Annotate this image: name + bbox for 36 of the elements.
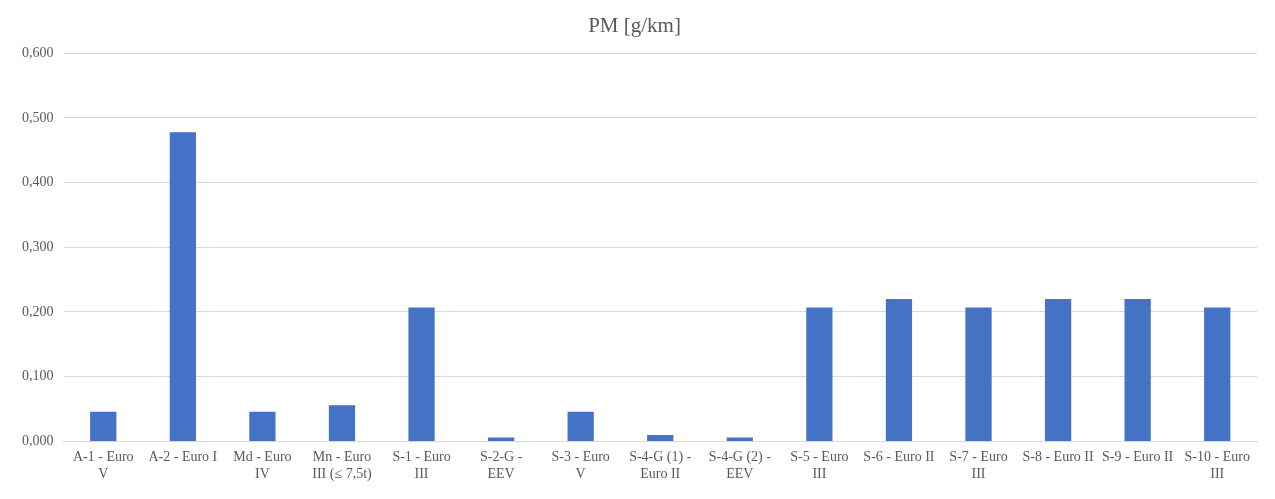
y-tick-label: 0,400 [22, 174, 54, 190]
bar [567, 411, 594, 441]
bar [806, 307, 833, 441]
x-tick-label: Md - Euro IV [233, 449, 292, 482]
y-tick-label: 0,500 [22, 109, 54, 125]
bar [885, 299, 913, 441]
y-tick-label: 0,100 [22, 368, 54, 384]
x-tick-label: A-2 - Euro I [148, 449, 218, 465]
bar [647, 434, 674, 441]
x-tick-label: S-3 - Euro V [551, 449, 610, 482]
x-tick-label: S-9 - Euro II [1102, 449, 1174, 465]
bar [408, 307, 435, 441]
x-tick-label: S-4-G (1) - Euro II [629, 449, 692, 482]
bar [90, 411, 117, 441]
x-tick-label: Mn - Euro III (≤ 7,5t) [312, 449, 373, 483]
x-tick-label: S-2-G - EEV [479, 449, 523, 482]
x-tick-label: A-1 - Euro V [72, 449, 134, 482]
bar [1044, 299, 1072, 441]
x-tick-label: S-6 - Euro II [863, 449, 935, 465]
x-tick-label: S-10 - Euro III [1184, 449, 1250, 482]
y-tick-label: 0,000 [22, 433, 54, 449]
bar [249, 411, 276, 441]
y-tick-label: 0,300 [22, 238, 54, 254]
x-tick-label: S-8 - Euro II [1022, 449, 1094, 465]
bar [965, 307, 992, 441]
x-tick-label: S-1 - Euro III [392, 449, 451, 482]
x-tick-label: S-4-G (2) - EEV [708, 449, 772, 482]
bar [1124, 299, 1151, 441]
x-tick-label: S-7 - Euro III [949, 449, 1008, 482]
chart-title: PM [g/km] [588, 13, 681, 38]
bar [328, 405, 356, 441]
x-tick-label: S-5 - Euro III [790, 449, 849, 482]
y-tick-label: 0,200 [22, 303, 54, 319]
bar [1204, 307, 1231, 441]
y-tick-label: 0,600 [22, 44, 54, 60]
bar [169, 132, 196, 441]
